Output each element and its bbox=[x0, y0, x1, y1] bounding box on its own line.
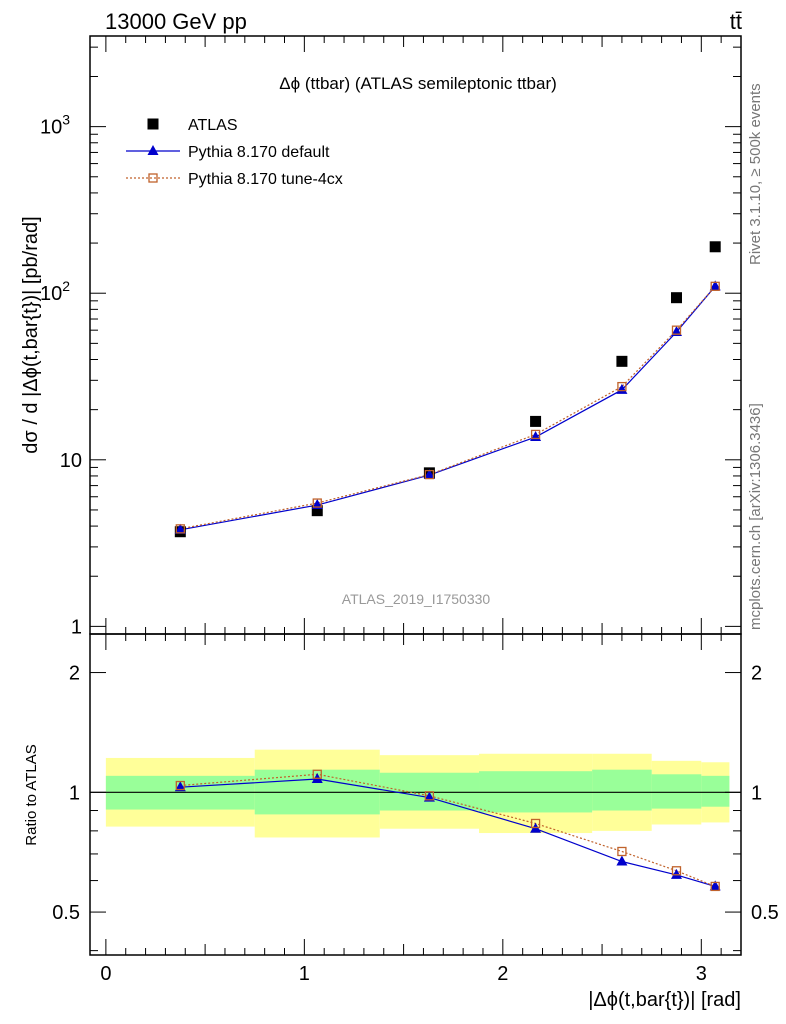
legend-pythia-default-marker bbox=[147, 145, 159, 155]
main-atlas-point bbox=[709, 241, 721, 253]
ratio-y-tick-label: 0.5 bbox=[52, 902, 80, 924]
rivet-label: Rivet 3.1.10, ≥ 500k events bbox=[747, 83, 764, 265]
ratio-panel: 0.5 0.5 1 1 2 2 0 1 2 3 Ratio to ATLAS |Δϕ(t,bar{… bbox=[23, 633, 779, 1011]
ratio-y-tick-label-right: 1 bbox=[751, 782, 762, 804]
main-panel: 1 10 102 103 Δϕ (ttbar) (ATLAS semileptonic… bbox=[20, 35, 742, 638]
ratio-pythia-tune-4cx-point bbox=[710, 881, 720, 892]
legend-atlas-marker bbox=[147, 118, 159, 130]
energy-label: 13000 GeV pp bbox=[105, 9, 247, 34]
main-y-axis-label: dσ / d |Δϕ(t,bar{t})| [pb/rad] bbox=[20, 216, 42, 453]
ratio-pythia-tune-4cx-point bbox=[530, 818, 541, 829]
main-y-tick-label: 103 bbox=[40, 112, 70, 139]
ratio-y-tick-label: 2 bbox=[69, 663, 80, 685]
ratio-pythia-default-point bbox=[423, 791, 435, 802]
ratio-pythia-default-point bbox=[174, 781, 186, 792]
ratio-inner-band bbox=[651, 774, 702, 809]
x-axis-label: |Δϕ(t,bar{t})| [rad] bbox=[588, 989, 741, 1011]
main-pythia-tune-4cx-point bbox=[175, 524, 185, 534]
ratio-pythia-default-point bbox=[709, 880, 721, 891]
x-tick-label: 0 bbox=[100, 963, 111, 985]
rivet-label-group: Rivet 3.1.10, ≥ 500k events bbox=[747, 83, 764, 265]
main-y-tick-label: 102 bbox=[40, 278, 70, 305]
main-pythia-default-point bbox=[670, 326, 682, 337]
main-pythia-tune-4cx-line bbox=[180, 285, 716, 530]
main-pythia-tune-4cx-point bbox=[617, 381, 627, 392]
legend-pythia-tune-4cx-marker bbox=[148, 173, 158, 183]
ratio-y-tick-label-right: 2 bbox=[751, 663, 762, 685]
x-tick-label: 1 bbox=[299, 963, 310, 985]
process-label: tt̄ bbox=[730, 9, 742, 34]
main-pythia-tune-4cx-point bbox=[312, 498, 322, 508]
ratio-pythia-default-point bbox=[670, 868, 682, 879]
main-atlas-point bbox=[530, 415, 542, 427]
main-pythia-tune-4cx-point bbox=[710, 281, 720, 291]
analysis-watermark: ATLAS_2019_I1750330 bbox=[342, 591, 491, 607]
main-pythia-tune-4cx-point bbox=[671, 325, 682, 335]
x-tick-label: 3 bbox=[696, 963, 707, 985]
main-atlas-point bbox=[670, 292, 682, 304]
legend-pythia-tune-4cx-label: Pythia 8.170 tune-4cx bbox=[188, 171, 343, 188]
main-y-tick-label: 10 bbox=[60, 450, 82, 472]
main-pythia-default-point bbox=[174, 523, 186, 534]
ratio-frame bbox=[89, 633, 742, 956]
main-y-tick-label: 1 bbox=[71, 616, 82, 638]
mcplots-label-group: mcplots.cern.ch [arXiv:1306.3436] bbox=[747, 403, 764, 630]
main-atlas-point bbox=[616, 355, 628, 367]
main-atlas-point bbox=[311, 505, 323, 517]
ratio-pythia-tune-4cx-point bbox=[175, 780, 185, 791]
main-title: Δϕ (ttbar) (ATLAS semileptonic ttbar) bbox=[279, 74, 557, 93]
ratio-inner-band bbox=[701, 775, 730, 807]
main-pythia-tune-4cx-point bbox=[424, 469, 435, 480]
ratio-y-tick-label: 1 bbox=[69, 782, 80, 804]
main-pythia-default-line bbox=[180, 285, 716, 531]
ratio-y-axis-label: Ratio to ATLAS bbox=[23, 744, 40, 845]
ratio-pythia-tune-4cx-point bbox=[671, 866, 682, 876]
main-pythia-default-point bbox=[423, 469, 435, 480]
ratio-pythia-tune-4cx-point bbox=[312, 769, 322, 779]
main-y-axis-label-group: dσ / d |Δϕ(t,bar{t})| [pb/rad] bbox=[20, 216, 42, 453]
legend-atlas-label: ATLAS bbox=[188, 117, 238, 134]
mcplots-label: mcplots.cern.ch [arXiv:1306.3436] bbox=[747, 403, 764, 630]
ratio-pythia-default-point bbox=[616, 855, 628, 866]
ratio-pythia-tune-4cx-point bbox=[617, 846, 627, 857]
legend: ATLAS Pythia 8.170 default Pythia 8.170 tu… bbox=[126, 117, 343, 188]
x-tick-label: 2 bbox=[497, 963, 508, 985]
ratio-pythia-tune-4cx-point bbox=[424, 791, 435, 801]
ratio-y-tick-label-right: 0.5 bbox=[751, 902, 779, 924]
main-pythia-default-point bbox=[616, 383, 628, 394]
ratio-y-axis-label-group: Ratio to ATLAS bbox=[23, 744, 40, 845]
main-pythia-default-point bbox=[709, 280, 721, 291]
ratio-inner-band bbox=[592, 769, 652, 811]
main-pythia-tune-4cx-point bbox=[530, 429, 541, 440]
legend-pythia-default-label: Pythia 8.170 default bbox=[188, 144, 330, 161]
